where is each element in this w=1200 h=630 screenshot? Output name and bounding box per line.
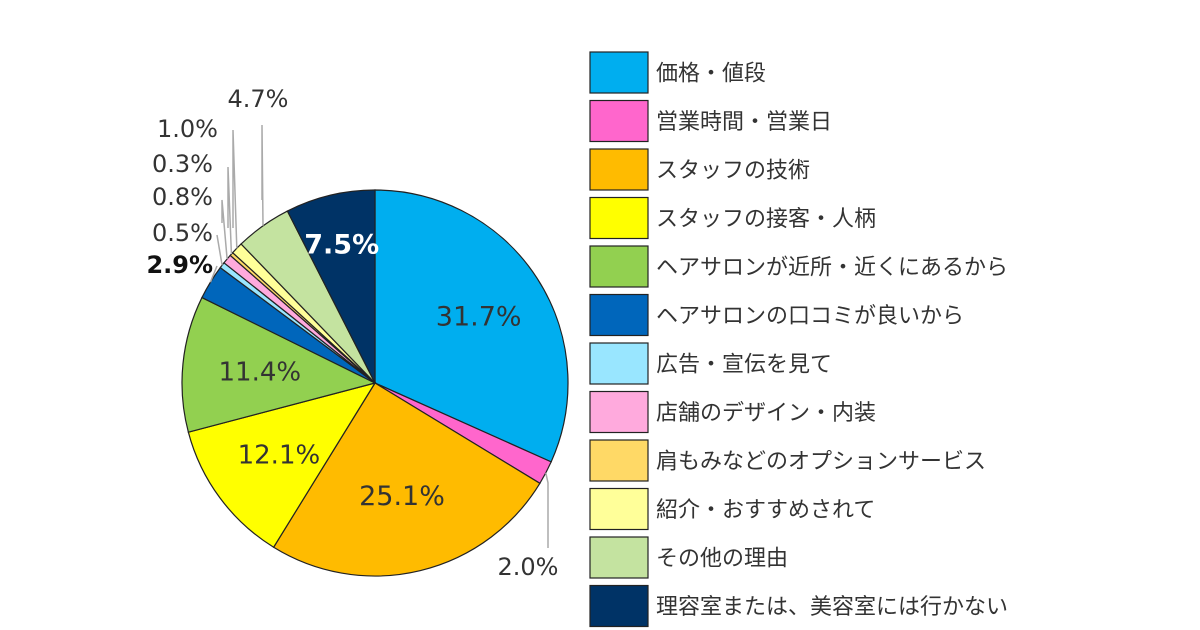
legend-swatch-3: [589, 148, 649, 191]
legend-swatch-4: [589, 196, 649, 240]
leader-line-8: [221, 199, 228, 260]
leader-lines: [209, 124, 549, 548]
legend-label-3: スタッフの技術: [656, 159, 810, 184]
pie-slice-3: [272, 382, 541, 577]
leader-line-6: [209, 265, 218, 283]
slice-label-12: 7.5%: [304, 230, 379, 261]
legend: 価格・値段営業時間・営業日スタッフの技術スタッフの接客・人柄ヘアサロンが近所・近…: [589, 51, 1008, 628]
legend-label-9: 肩もみなどのオプションサービス: [656, 450, 986, 475]
slice-label-4: 12.1%: [238, 440, 321, 470]
legend-swatch-8: [589, 390, 649, 434]
legend-swatch-6: [589, 293, 649, 337]
pie-slice-1: [374, 189, 569, 463]
legend-label-11: その他の理由: [656, 547, 788, 572]
legend-label-4: スタッフの接客・人柄: [656, 207, 876, 232]
leader-line-2: [545, 472, 549, 548]
leader-line-11: [261, 124, 264, 226]
legend-swatch-12: [589, 584, 649, 628]
legend-swatch-9: [589, 439, 649, 482]
slice-labels: 31.7% 2.0% 25.1% 12.1% 11.4% 2.9% 0.5% 0.8% 0.3%…: [146, 85, 558, 581]
legend-label-12: 理容室または、美容室には行かない: [656, 595, 1008, 620]
slice-label-8: 0.8%: [152, 183, 213, 211]
slice-label-7: 0.5%: [152, 219, 213, 247]
leader-line-9: [227, 166, 233, 255]
pie-slice-5: [181, 296, 377, 433]
legend-label-2: 営業時間・営業日: [656, 110, 832, 135]
slice-label-1: 31.7%: [436, 301, 522, 332]
slice-label-3: 25.1%: [359, 481, 445, 512]
pie-slice-4: [187, 382, 377, 549]
legend-swatch-5: [589, 245, 649, 288]
slice-label-2: 2.0%: [498, 553, 559, 581]
legend-label-7: 広告・宣伝を見て: [656, 353, 832, 378]
legend-swatch-2: [589, 99, 649, 143]
slice-label-10: 1.0%: [157, 115, 218, 143]
slice-label-6: 2.9%: [146, 251, 213, 279]
legend-swatch-10: [589, 487, 649, 531]
legend-label-8: 店舗のデザイン・内装: [656, 401, 876, 426]
leader-line-10: [232, 129, 238, 249]
legend-swatch-11: [589, 536, 649, 579]
pie-slice-12: [286, 189, 376, 384]
slice-label-11: 4.7%: [228, 85, 289, 113]
slice-label-9: 0.3%: [152, 150, 213, 178]
legend-label-5: ヘアサロンが近所・近くにあるから: [656, 256, 1008, 281]
legend-label-6: ヘアサロンの口コミが良いから: [656, 304, 964, 329]
leader-line-7: [216, 234, 223, 266]
legend-swatch-1: [589, 51, 649, 94]
slice-label-5: 11.4%: [218, 358, 301, 388]
legend-swatch-7: [589, 342, 649, 385]
legend-label-10: 紹介・おすすめされて: [656, 498, 875, 523]
legend-label-1: 価格・値段: [656, 62, 766, 87]
pie-slices: [181, 189, 569, 577]
